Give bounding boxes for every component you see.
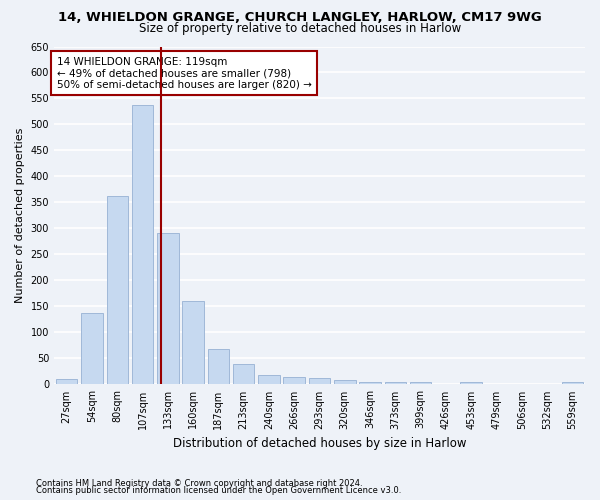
Bar	[182, 301, 204, 384]
Bar	[107, 196, 128, 384]
X-axis label: Distribution of detached houses by size in Harlow: Distribution of detached houses by size …	[173, 437, 466, 450]
Bar	[460, 382, 482, 384]
Bar	[410, 382, 431, 384]
Text: Contains HM Land Registry data © Crown copyright and database right 2024.: Contains HM Land Registry data © Crown c…	[36, 478, 362, 488]
Bar	[334, 380, 356, 384]
Bar	[359, 382, 381, 384]
Text: 14 WHIELDON GRANGE: 119sqm
← 49% of detached houses are smaller (798)
50% of sem: 14 WHIELDON GRANGE: 119sqm ← 49% of deta…	[56, 56, 311, 90]
Bar	[157, 233, 179, 384]
Bar	[81, 313, 103, 384]
Text: Size of property relative to detached houses in Harlow: Size of property relative to detached ho…	[139, 22, 461, 35]
Text: 14, WHIELDON GRANGE, CHURCH LANGLEY, HARLOW, CM17 9WG: 14, WHIELDON GRANGE, CHURCH LANGLEY, HAR…	[58, 11, 542, 24]
Bar	[56, 379, 77, 384]
Bar	[233, 364, 254, 384]
Bar	[258, 375, 280, 384]
Y-axis label: Number of detached properties: Number of detached properties	[15, 128, 25, 303]
Bar	[309, 378, 330, 384]
Text: Contains public sector information licensed under the Open Government Licence v3: Contains public sector information licen…	[36, 486, 401, 495]
Bar	[283, 376, 305, 384]
Bar	[385, 382, 406, 384]
Bar	[132, 104, 153, 384]
Bar	[562, 382, 583, 384]
Bar	[208, 349, 229, 384]
